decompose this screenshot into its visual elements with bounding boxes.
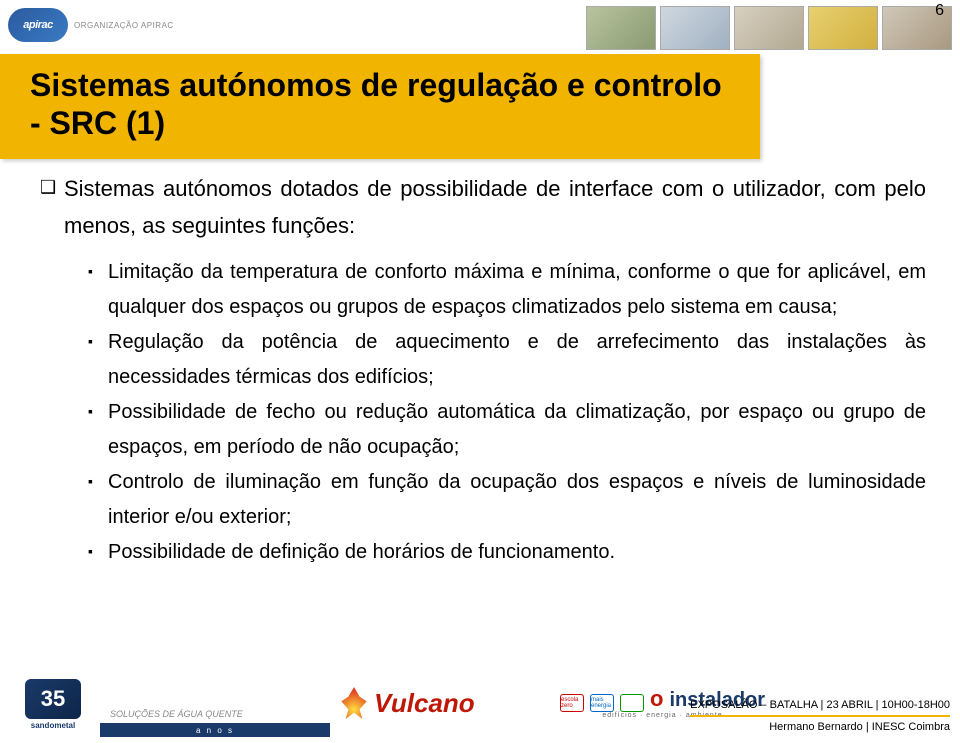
bullet-level2: ▪ Possibilidade de definição de horários…: [88, 535, 926, 570]
bullet-level2: ▪ Regulação da potência de aquecimento e…: [88, 325, 926, 395]
sandometal-logo: 35 sandometal: [8, 671, 98, 737]
content-area: ❑ Sistemas autónomos dotados de possibil…: [40, 170, 926, 570]
checkbox-bullet-icon: ❑: [40, 170, 64, 204]
header-tile: [660, 6, 730, 50]
page-number: 6: [935, 2, 944, 20]
anos-subtitle: SOLUÇÕES DE ÁGUA QUENTE: [110, 709, 243, 719]
bullet-text: Regulação da potência de aquecimento e d…: [108, 325, 926, 395]
bullet-level2: ▪ Controlo de iluminação em função da oc…: [88, 465, 926, 535]
sandometal-label: sandometal: [31, 721, 75, 730]
header-tile: [808, 6, 878, 50]
anos-band: a n o s: [100, 723, 330, 737]
inst-box: mais energia: [590, 694, 614, 712]
bullet-level2: ▪ Limitação da temperatura de conforto m…: [88, 255, 926, 325]
bullet-text: Possibilidade de definição de horários d…: [108, 535, 926, 570]
sandometal-badge: 35: [25, 679, 81, 719]
slide-title: Sistemas autónomos de regulação e contro…: [30, 66, 730, 143]
bullet-level2: ▪ Possibilidade de fecho ou redução auto…: [88, 395, 926, 465]
square-bullet-icon: ▪: [88, 255, 108, 287]
footer: 35 sandometal SOLUÇÕES DE ÁGUA QUENTE a …: [0, 663, 960, 743]
flame-icon: [340, 687, 368, 719]
title-band: Sistemas autónomos de regulação e contro…: [0, 54, 760, 159]
instalador-o: o: [650, 686, 663, 712]
bullet-text: Limitação da temperatura de conforto máx…: [108, 255, 926, 325]
apirac-logo: apirac: [8, 8, 68, 42]
vulcano-text: Vulcano: [374, 688, 475, 719]
header-tile: [734, 6, 804, 50]
org-label: ORGANIZAÇÃO APIRAC: [74, 21, 174, 30]
footer-right: EXPOSALÃO – BATALHA | 23 ABRIL | 10H00-1…: [690, 699, 950, 733]
square-bullet-icon: ▪: [88, 325, 108, 357]
inst-box: escola zero: [560, 694, 584, 712]
footer-event: EXPOSALÃO – BATALHA | 23 ABRIL | 10H00-1…: [690, 699, 950, 717]
bullet-text: Possibilidade de fecho ou redução automá…: [108, 395, 926, 465]
bullet-text: Sistemas autónomos dotados de possibilid…: [64, 170, 926, 245]
square-bullet-icon: ▪: [88, 535, 108, 567]
square-bullet-icon: ▪: [88, 395, 108, 427]
vulcano-logo: Vulcano: [340, 687, 475, 719]
header-image-strip: [586, 6, 952, 50]
header-logo-area: apirac ORGANIZAÇÃO APIRAC: [8, 8, 174, 42]
inst-box: [620, 694, 644, 712]
square-bullet-icon: ▪: [88, 465, 108, 497]
bullet-level1: ❑ Sistemas autónomos dotados de possibil…: [40, 170, 926, 245]
footer-author: Hermano Bernardo | INESC Coimbra: [690, 721, 950, 733]
bullet-text: Controlo de iluminação em função da ocup…: [108, 465, 926, 535]
header-tile: [586, 6, 656, 50]
